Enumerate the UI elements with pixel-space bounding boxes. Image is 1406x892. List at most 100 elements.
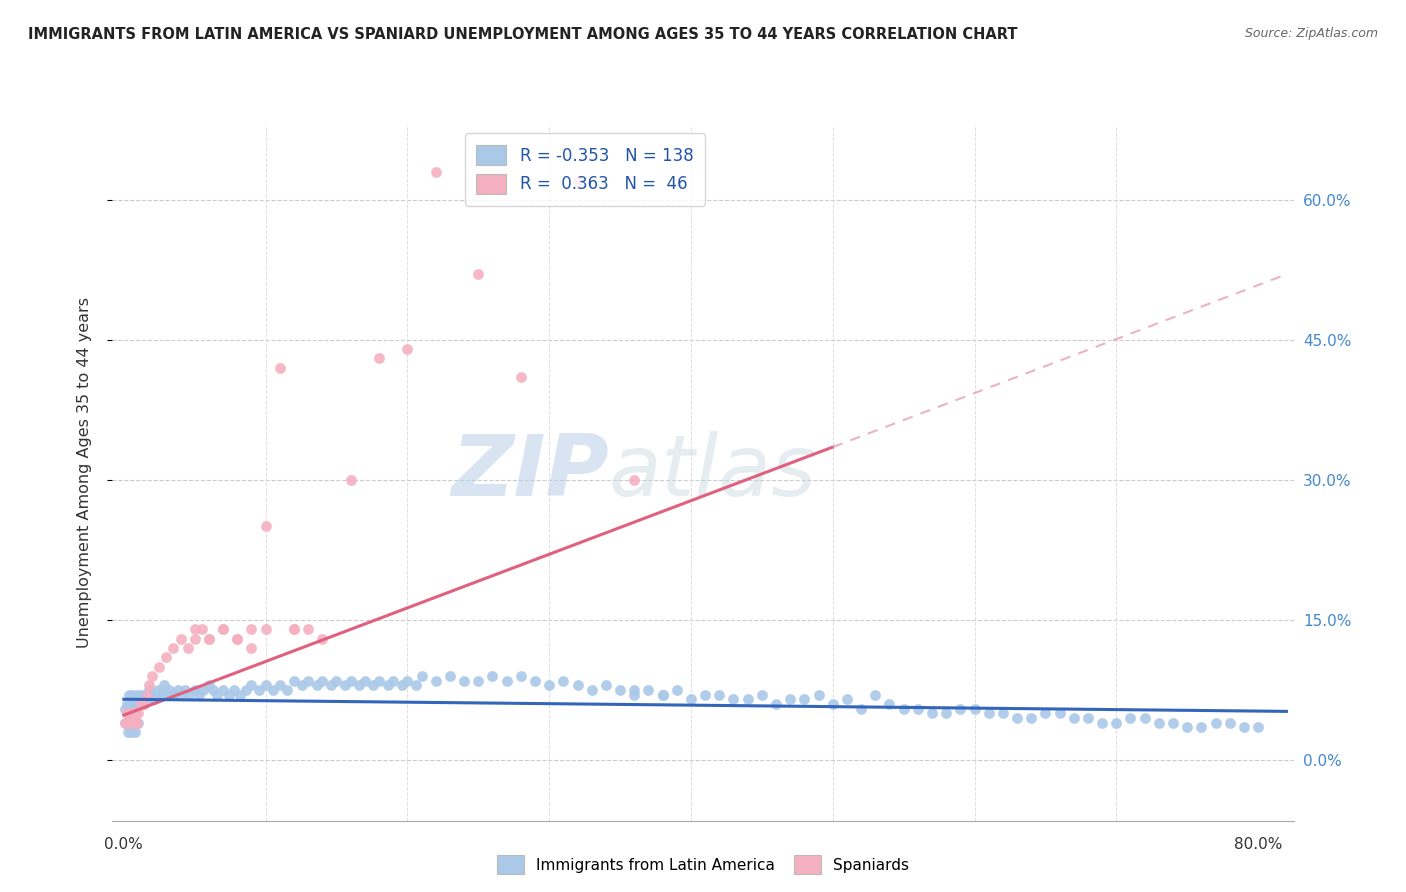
Point [283, 673, 305, 688]
Point [311, 673, 333, 688]
Point [134, 688, 156, 702]
Point [193, 682, 215, 697]
Point [737, 692, 759, 706]
Point [821, 697, 844, 711]
Point [173, 682, 195, 697]
Point [118, 688, 141, 702]
Point [152, 678, 174, 692]
Point [115, 715, 138, 730]
Point [127, 697, 149, 711]
Point [1119, 711, 1142, 725]
Point [157, 682, 180, 697]
Point [148, 659, 170, 673]
Point [751, 688, 773, 702]
Point [276, 682, 298, 697]
Point [425, 673, 447, 688]
Point [146, 682, 169, 697]
Point [581, 682, 603, 697]
Point [1189, 720, 1212, 734]
Point [117, 715, 139, 730]
Y-axis label: Unemployment Among Ages 35 to 44 years: Unemployment Among Ages 35 to 44 years [77, 297, 91, 648]
Point [128, 692, 150, 706]
Point [879, 697, 901, 711]
Point [118, 706, 141, 721]
Point [283, 622, 305, 636]
Point [1063, 711, 1085, 725]
Point [319, 678, 342, 692]
Point [138, 678, 160, 692]
Point [125, 715, 148, 730]
Point [339, 673, 361, 688]
Point [254, 622, 277, 636]
Point [1219, 715, 1241, 730]
Point [893, 701, 915, 715]
Point [411, 669, 433, 683]
Point [247, 682, 270, 697]
Point [198, 632, 221, 646]
Point [162, 640, 184, 655]
Point [1077, 711, 1099, 725]
Point [779, 692, 801, 706]
Point [325, 673, 347, 688]
Point [695, 688, 717, 702]
Text: Source: ZipAtlas.com: Source: ZipAtlas.com [1244, 27, 1378, 40]
Point [240, 640, 263, 655]
Point [391, 678, 413, 692]
Point [121, 715, 143, 730]
Text: 80.0%: 80.0% [1234, 838, 1282, 853]
Point [176, 640, 198, 655]
Point [183, 622, 205, 636]
Point [347, 678, 370, 692]
Point [1205, 715, 1227, 730]
Point [363, 678, 385, 692]
Point [977, 706, 1000, 721]
Text: ZIP: ZIP [451, 431, 609, 515]
Point [679, 692, 702, 706]
Point [121, 706, 143, 721]
Point [1233, 720, 1256, 734]
Point [169, 632, 191, 646]
Point [141, 669, 163, 683]
Point [191, 622, 214, 636]
Point [651, 688, 673, 702]
Point [129, 688, 152, 702]
Point [1133, 711, 1156, 725]
Point [311, 632, 333, 646]
Point [125, 688, 148, 702]
Point [235, 682, 257, 697]
Point [135, 688, 157, 702]
Point [991, 706, 1014, 721]
Point [124, 725, 146, 739]
Point [212, 622, 235, 636]
Text: 0.0%: 0.0% [104, 838, 143, 853]
Point [138, 682, 160, 697]
Point [122, 715, 145, 730]
Point [553, 673, 575, 688]
Point [121, 688, 143, 702]
Point [297, 673, 319, 688]
Point [188, 688, 211, 702]
Point [254, 678, 277, 692]
Point [865, 688, 887, 702]
Point [1049, 706, 1071, 721]
Point [207, 688, 229, 702]
Point [339, 473, 361, 487]
Point [198, 678, 221, 692]
Point [141, 688, 163, 702]
Point [481, 669, 503, 683]
Point [117, 706, 139, 721]
Point [509, 669, 531, 683]
Point [143, 692, 166, 706]
Point [129, 697, 152, 711]
Point [567, 678, 589, 692]
Point [305, 678, 328, 692]
Point [118, 715, 141, 730]
Point [162, 688, 184, 702]
Point [226, 632, 249, 646]
Point [665, 682, 688, 697]
Point [139, 692, 162, 706]
Point [382, 673, 405, 688]
Point [166, 682, 188, 697]
Point [149, 688, 172, 702]
Point [218, 688, 240, 702]
